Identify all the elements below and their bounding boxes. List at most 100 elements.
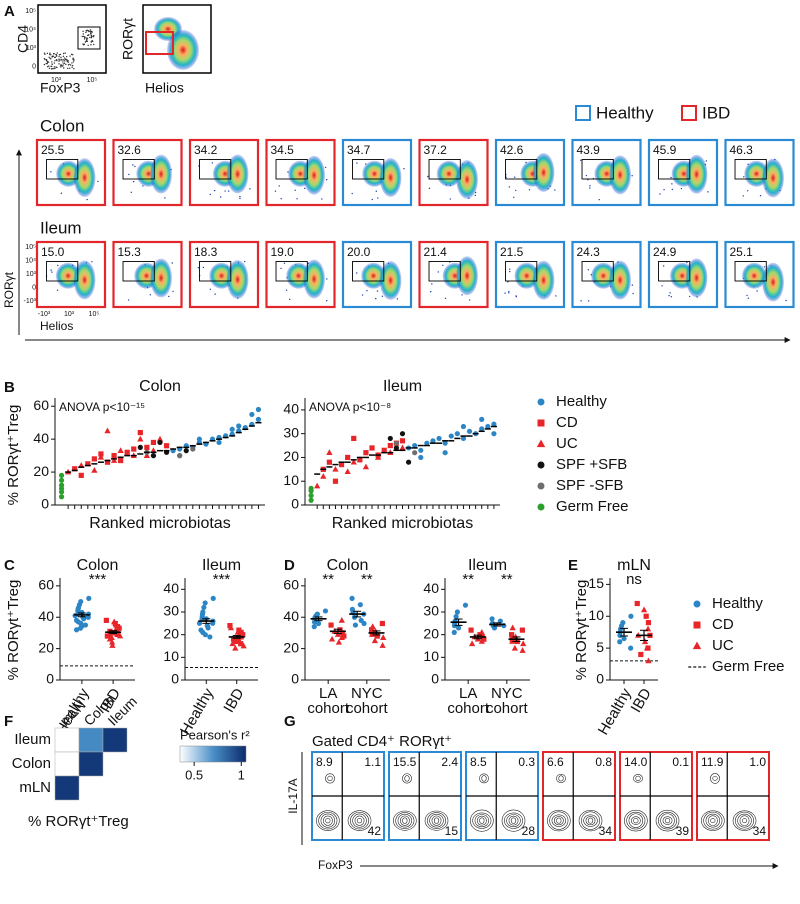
point [144, 444, 150, 450]
point [491, 431, 497, 437]
facs-contour [320, 813, 336, 828]
facs-density [303, 155, 325, 195]
y-axis-label: IL-17A [286, 778, 300, 813]
facs-event [46, 52, 49, 55]
facs-event [743, 176, 745, 178]
facs-event [58, 55, 60, 58]
point [58, 482, 65, 488]
facs-event [92, 35, 95, 38]
facs-contour [352, 813, 367, 828]
facs-event [356, 272, 358, 274]
point [412, 450, 418, 456]
quadrant-percent: 6.6 [547, 755, 564, 769]
point [387, 435, 393, 442]
gate [505, 261, 538, 282]
facs-event [72, 61, 75, 63]
point [628, 613, 634, 619]
y-tick-label: 10 [283, 472, 299, 488]
point [508, 632, 515, 638]
point [236, 423, 242, 429]
point [91, 456, 97, 462]
facs-contour [633, 774, 643, 783]
x-tick-label: 10⁵ [87, 77, 98, 84]
facs-event [668, 294, 670, 297]
facs-event [508, 290, 510, 293]
facs-event [92, 40, 94, 43]
facs-contour [705, 813, 721, 828]
facs-event [742, 195, 744, 197]
facs-event [91, 35, 93, 38]
facs-event [66, 60, 68, 63]
panel-title: Gated CD4⁺ RORγt⁺ [312, 733, 452, 750]
facs-event [746, 294, 748, 297]
significance: ns [626, 571, 642, 588]
facs-event [46, 62, 48, 65]
point [109, 638, 116, 645]
point [238, 641, 244, 647]
quadrant-percent: 15.5 [393, 755, 417, 769]
point [369, 445, 375, 451]
facs-contour [587, 817, 594, 824]
point [196, 620, 203, 626]
point [335, 638, 343, 645]
point [485, 423, 491, 430]
facs-event [274, 190, 277, 192]
point [118, 457, 124, 464]
gate-percent: 15.3 [118, 245, 142, 259]
facs-contour [581, 811, 601, 830]
point [104, 459, 111, 465]
facs-contour [553, 816, 564, 826]
point [350, 458, 357, 465]
chart-title: mLN [617, 557, 651, 574]
quadrant-percent: 39 [676, 824, 690, 838]
x-tick-label-box: NYC cohort [486, 686, 528, 716]
facs-event [85, 31, 87, 34]
facs-event [82, 30, 84, 33]
facs-event [209, 193, 211, 196]
facs-event [97, 180, 99, 183]
point [58, 494, 65, 500]
x-axis-label: FoxP3 [40, 80, 81, 96]
point [143, 452, 150, 458]
y-axis-label: RORγt [2, 271, 16, 308]
annotation: ANOVA p<10⁻⁸ [309, 400, 391, 414]
gate-percent: 32.6 [118, 143, 142, 157]
facs-event [288, 298, 291, 301]
facs-event [509, 268, 511, 270]
facs-event [375, 190, 377, 192]
legend-label: Germ Free [556, 498, 629, 515]
legend-marker [537, 503, 545, 511]
y-tick-label: 0 [41, 496, 49, 512]
facs-event [71, 64, 74, 67]
point [229, 640, 236, 647]
x-tick-label: -10³ [38, 311, 51, 318]
point [326, 449, 333, 456]
facs-event [52, 53, 55, 55]
facs-event [65, 63, 67, 66]
facs-event [671, 183, 673, 185]
point [399, 444, 406, 451]
y-tick-label: 20 [423, 625, 439, 641]
panel-label: F [4, 713, 13, 730]
facs-event [631, 284, 634, 286]
point [339, 630, 345, 636]
facs-contour [664, 818, 671, 824]
significance: ** [322, 571, 334, 588]
quadrant-percent: 1.0 [749, 755, 766, 769]
x-tick-label: LA cohort [447, 686, 490, 717]
facs-event [474, 194, 477, 197]
y-tick-label: 10³ [26, 271, 37, 278]
facs-event [82, 33, 84, 35]
facs-event [554, 189, 556, 191]
facs-event [51, 271, 53, 273]
facs-event [172, 290, 174, 293]
facs-event [224, 190, 226, 192]
point [645, 657, 652, 664]
facs-event [51, 55, 53, 58]
significance: *** [89, 571, 107, 588]
facs-event [197, 267, 200, 269]
facs-event [60, 66, 62, 68]
facs-event [504, 292, 506, 294]
facs-event [67, 64, 70, 66]
y-tick-label: 30 [283, 424, 299, 440]
